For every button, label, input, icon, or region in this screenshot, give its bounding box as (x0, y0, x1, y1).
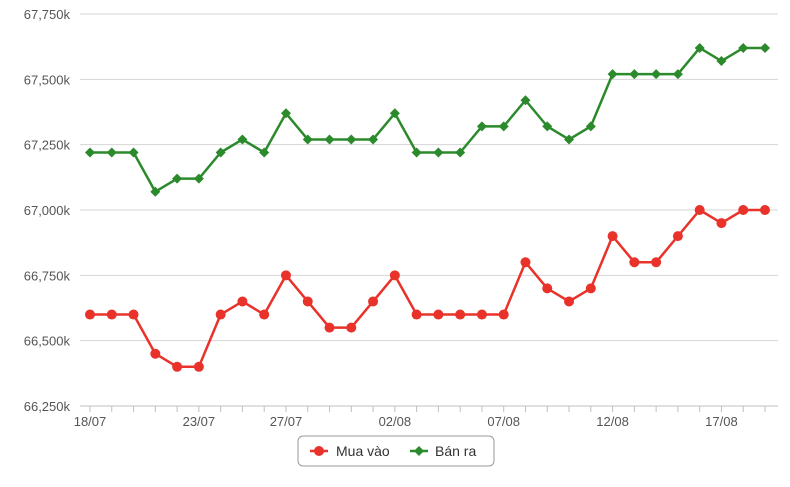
data-point[interactable] (237, 134, 248, 145)
x-tick-label: 18/07 (74, 414, 107, 429)
legend-item-2[interactable]: Bán ra (410, 443, 476, 459)
data-point[interactable] (280, 108, 291, 119)
x-tick-label: 27/07 (270, 414, 303, 429)
y-tick-label: 66,750k (24, 268, 71, 283)
data-point[interactable] (694, 205, 705, 215)
data-point[interactable] (498, 121, 509, 132)
x-tick-label: 17/08 (705, 414, 738, 429)
data-point[interactable] (389, 108, 400, 119)
data-point[interactable] (455, 309, 466, 320)
data-point[interactable] (520, 257, 531, 268)
y-tick-label: 66,250k (24, 399, 71, 414)
data-point[interactable] (193, 173, 204, 184)
data-point[interactable] (85, 309, 95, 320)
data-point[interactable] (629, 69, 640, 80)
data-point[interactable] (455, 147, 466, 158)
data-point[interactable] (237, 296, 248, 307)
data-point[interactable] (476, 309, 487, 320)
data-point[interactable] (498, 309, 509, 320)
data-point[interactable] (585, 283, 596, 294)
data-point[interactable] (193, 361, 204, 372)
legend-box (297, 435, 495, 467)
data-point[interactable] (346, 322, 357, 333)
data-point[interactable] (150, 348, 161, 359)
data-point[interactable] (172, 173, 183, 184)
data-point[interactable] (672, 69, 683, 80)
data-point[interactable] (760, 42, 770, 53)
data-point[interactable] (150, 186, 161, 197)
data-point[interactable] (259, 309, 270, 320)
data-point[interactable] (128, 147, 139, 158)
series-2 (85, 42, 770, 197)
data-point[interactable] (433, 147, 444, 158)
data-point[interactable] (324, 322, 335, 333)
data-point[interactable] (542, 121, 553, 132)
legend-item-1[interactable]: Mua vào (310, 443, 390, 459)
grid-lines (80, 13, 778, 407)
y-tick-label: 66,500k (24, 334, 71, 349)
data-point[interactable] (215, 309, 226, 320)
data-point[interactable] (564, 296, 575, 307)
data-point[interactable] (215, 147, 226, 158)
x-axis: 18/07 23/07 27/07 02/08 07/08 12/08 17/08 (74, 406, 766, 429)
y-axis: 66,250k 66,500k 66,750k 67,000k 67,250k 67,50… (24, 7, 71, 414)
x-tick-label: 23/07 (183, 414, 216, 429)
data-point[interactable] (607, 231, 618, 242)
data-point[interactable] (128, 309, 139, 320)
data-point[interactable] (585, 121, 596, 132)
data-point[interactable] (716, 56, 727, 67)
data-point[interactable] (259, 147, 270, 158)
y-tick-label: 67,000k (24, 203, 71, 218)
data-point[interactable] (629, 257, 640, 268)
data-point[interactable] (106, 147, 117, 158)
data-point[interactable] (738, 205, 749, 215)
series-line (90, 46, 765, 193)
legend: Mua vào Bán ra (297, 435, 495, 467)
data-point[interactable] (542, 283, 553, 294)
y-tick-label: 67,750k (24, 7, 71, 22)
data-point[interactable] (302, 134, 313, 145)
data-point[interactable] (760, 205, 770, 215)
legend-label: Mua vào (336, 443, 390, 459)
data-point[interactable] (694, 42, 705, 53)
legend-marker (314, 446, 324, 456)
data-point[interactable] (476, 121, 487, 132)
data-point[interactable] (607, 69, 618, 80)
data-point[interactable] (411, 147, 422, 158)
y-tick-label: 67,250k (24, 138, 71, 153)
data-point[interactable] (280, 270, 291, 281)
data-point[interactable] (672, 231, 683, 242)
data-point[interactable] (368, 296, 379, 307)
data-point[interactable] (738, 42, 749, 53)
data-point[interactable] (651, 257, 662, 268)
data-point[interactable] (389, 270, 400, 281)
x-tick-label: 02/08 (379, 414, 412, 429)
data-point[interactable] (564, 134, 575, 145)
legend-label: Bán ra (435, 443, 476, 459)
x-tick-label: 12/08 (596, 414, 629, 429)
x-tick-label: 07/08 (487, 414, 520, 429)
data-point[interactable] (302, 296, 313, 307)
series-1 (85, 205, 770, 372)
legend-marker (414, 446, 424, 456)
data-point[interactable] (172, 361, 183, 372)
data-point[interactable] (346, 134, 357, 145)
data-point[interactable] (324, 134, 335, 145)
data-point[interactable] (651, 69, 662, 80)
data-point[interactable] (716, 218, 727, 229)
series-lines (85, 42, 770, 372)
data-point[interactable] (106, 309, 117, 320)
data-point[interactable] (520, 95, 531, 106)
data-point[interactable] (433, 309, 444, 320)
data-point[interactable] (85, 147, 95, 158)
series-line (90, 208, 765, 369)
y-tick-label: 67,500k (24, 72, 71, 87)
data-point[interactable] (368, 134, 379, 145)
data-point[interactable] (411, 309, 422, 320)
